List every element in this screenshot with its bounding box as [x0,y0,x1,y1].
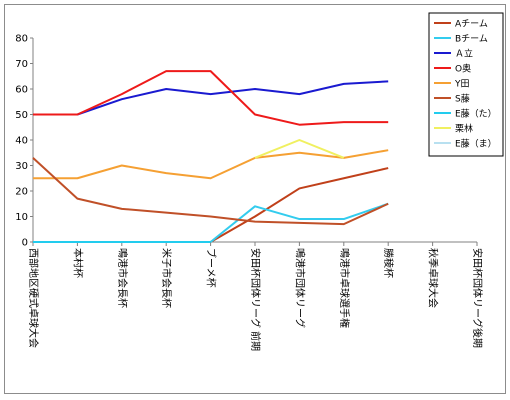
legend-box [428,12,504,157]
legend-item: E藤（ま） [434,138,497,150]
legend-label: Aチーム [455,19,488,30]
series-line [33,70,389,126]
series-line [254,139,345,159]
legend-item: Aチーム [434,19,488,30]
y-tick-label: 50 [15,110,28,121]
x-tick-label: 安田杯団体リーグ後期 [471,248,484,348]
legend-label: E藤（ま） [455,138,497,150]
y-tick-label: 70 [15,59,28,70]
series-layer [32,70,389,243]
legend-item: E藤（た） [434,108,497,120]
x-tick-label: 鳴港市団体リーグ [293,248,306,328]
y-tick-label: 60 [15,85,28,96]
legend-item: Bチーム [434,34,488,45]
legend-label: S藤 [455,93,470,105]
y-axis: 0 10 20 30 40 50 60 70 80 [15,34,34,249]
series-path [254,139,345,159]
series-line [33,80,389,116]
legend-item: 栗林 [434,123,473,135]
legend-label: O奥 [455,63,471,75]
legend-label: 栗林 [455,123,473,135]
x-axis: 西部地区硬式卓球大会 本村杯 鳴港市会長杯 米子市会長杯 ブーメ杯 安田杯団体リーグ 前期… [27,241,484,351]
y-tick-label: 0 [22,238,28,249]
x-tick-label: ブーメ杯 [205,248,218,288]
series-line [210,167,389,243]
legend-label: Y田 [454,79,470,90]
y-tick-label: 80 [15,34,28,45]
x-tick-label: 鳴港市卓球選手権 [338,248,351,328]
chart-frame: 0 10 20 30 40 50 60 70 80 西部地区硬式卓球大会 本村杯 鳴港市会長杯 米子市… [4,4,506,394]
legend-label: E藤（た） [455,108,497,120]
line-chart: 0 10 20 30 40 50 60 70 80 西部地区硬式卓球大会 本村杯 鳴港市会長杯 米子市… [15,12,504,351]
x-tick-label: 米子市会長杯 [160,248,173,308]
y-tick-label: 10 [15,212,28,223]
legend-item: Ａ立 [434,48,473,60]
y-tick-label: 40 [15,136,28,147]
series-line [33,149,389,180]
series-line [32,157,389,226]
y-tick-label: 20 [15,187,28,198]
legend-item: S藤 [434,93,470,105]
series-path [33,80,389,116]
legend-item: O奥 [434,63,471,75]
legend-label: Bチーム [455,34,488,45]
x-tick-label: 西部地区硬式卓球大会 [27,248,40,348]
legend-label: Ａ立 [455,48,473,60]
x-tick-label: 秋季卓球大会 [427,248,440,308]
x-tick-label: 鳴港市会長杯 [116,248,129,308]
x-tick-label: 勝稜杯 [382,248,395,278]
legend-item: Y田 [434,79,470,90]
series-path [210,167,389,243]
y-tick-label: 30 [15,161,28,172]
x-tick-label: 本村杯 [71,248,84,278]
series-path [32,157,389,226]
x-tick-label: 安田杯団体リーグ 前期 [249,248,262,351]
series-path [209,202,389,243]
legend: Aチーム Bチーム Ａ立 O奥 Y田 S藤 E藤（た） 栗林 E藤（ま） [428,12,504,157]
series-path [33,70,389,126]
series-line [209,202,389,243]
series-path [33,149,389,180]
